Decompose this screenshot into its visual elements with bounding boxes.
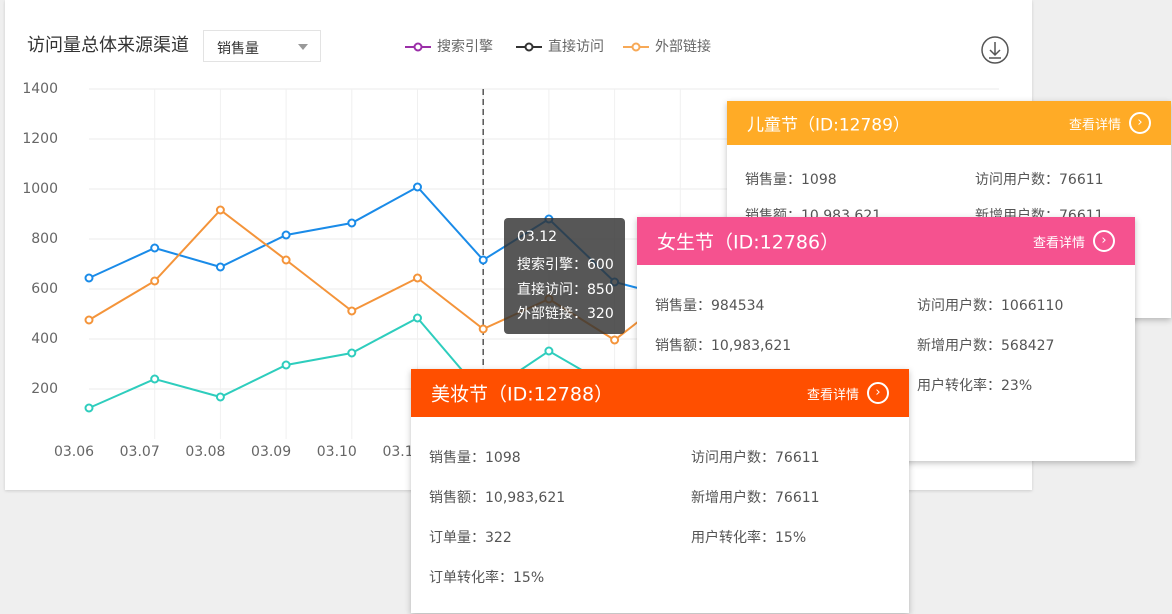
data-point [413, 182, 422, 192]
legend-label: 外部链接 [655, 38, 711, 55]
dropdown-arrow [298, 44, 308, 50]
card-button-icon: › [1093, 230, 1115, 252]
data-point [347, 218, 357, 228]
x-tick-label: 03.09 [251, 444, 291, 460]
data-point [215, 392, 225, 402]
x-tick-label: 03.10 [317, 444, 357, 460]
card-title: 儿童节（ID:12789） [747, 115, 910, 136]
data-point [215, 262, 225, 272]
card-item: 销售额：10,983,621 [655, 338, 792, 354]
card-header: 女生节（ID:12786） 查看详情 › [637, 217, 1135, 265]
y-tick-label: 1200 [22, 131, 58, 147]
data-point [281, 255, 291, 265]
legend-item: 搜索引擎 [405, 38, 493, 55]
chart-title: 访问量总体来源渠道 [27, 35, 189, 56]
data-point [610, 335, 620, 345]
data-point [413, 273, 422, 283]
legend-label: 直接访问 [548, 38, 604, 55]
dropdown[interactable]: 销售量 [203, 30, 321, 62]
data-point [478, 324, 488, 334]
card-item: 销售量：984534 [655, 298, 765, 314]
card-item: 新增用户数：568427 [917, 338, 1055, 354]
tooltip-date: 03.12 [517, 229, 558, 245]
y-tick-label: 800 [31, 231, 58, 247]
card-header: 美妆节（ID:12788） 查看详情 › [411, 369, 909, 417]
data-point [544, 346, 554, 356]
card-button-icon: › [867, 382, 889, 404]
data-point [84, 315, 94, 325]
data-point [150, 374, 160, 384]
card-button-icon: › [1129, 112, 1151, 134]
legend-label: 搜索引擎 [437, 38, 493, 55]
card-item: 访问用户数：76611 [691, 450, 820, 466]
card-item: 销售额：10,983,621 [429, 490, 566, 506]
data-point [215, 205, 225, 215]
data-point [478, 255, 488, 265]
card-button-label[interactable]: 查看详情 [1068, 117, 1121, 133]
data-point [281, 230, 291, 240]
card-button[interactable]: 查看详情 › [1069, 112, 1151, 134]
card-item: 销售量：1098 [429, 450, 521, 466]
y-tick-label: 600 [31, 281, 58, 297]
tooltip-line: 外部链接：320 [517, 306, 614, 322]
card-item: 订单转化率：15% [429, 570, 545, 586]
card-header: 儿童节（ID:12789） 查看详情 › [727, 101, 1171, 145]
card-item: 销售量：1098 [745, 172, 837, 188]
card-item: 订单量：322 [429, 530, 512, 546]
legend-item: 直接访问 [516, 38, 604, 55]
legend-marker-dot [631, 42, 641, 52]
y-tick-label: 1000 [22, 181, 58, 197]
y-tick-label: 200 [31, 381, 58, 397]
y-tick-label: 400 [31, 331, 58, 347]
card-item: 访问用户数：76611 [975, 172, 1104, 188]
dropdown-label: 销售量 [217, 41, 259, 57]
card-item: 新增用户数：76611 [691, 490, 820, 506]
card-button[interactable]: 查看详情 › [1033, 230, 1115, 252]
card-title: 美妆节（ID:12788） [431, 383, 614, 406]
card-title: 女生节（ID:12786） [657, 231, 840, 254]
card-button-label[interactable]: 查看详情 [806, 387, 859, 403]
tooltip-line: 搜索引擎：600 [517, 257, 614, 273]
x-tick-label: 03.08 [185, 444, 225, 460]
card-item: 用户转化率：23% [917, 378, 1033, 394]
y-tick-label: 1400 [22, 81, 58, 97]
card-item: 用户转化率：15% [691, 530, 807, 546]
data-point [281, 360, 291, 370]
data-point [347, 348, 357, 358]
card-button-label[interactable]: 查看详情 [1032, 235, 1085, 251]
data-point [347, 306, 357, 316]
x-tick-label: 03.07 [120, 444, 160, 460]
legend-marker-dot [524, 42, 534, 52]
data-point [413, 313, 422, 323]
data-point [84, 403, 94, 413]
card: 美妆节（ID:12788） 查看详情 › 销售量：1098 访问用户数：76611 销售额… [411, 369, 909, 613]
card: 女生节（ID:12786） 查看详情 › 销售量：984534 访问用户数：106611… [637, 217, 1135, 461]
download-icon[interactable] [981, 36, 1009, 64]
tooltip-line: 直接访问：850 [517, 281, 614, 298]
x-tick-label: 03.06 [54, 444, 94, 460]
data-point [150, 276, 160, 286]
card-item: 访问用户数：1066110 [917, 298, 1064, 314]
card-button[interactable]: 查看详情 › [807, 382, 889, 404]
data-point [150, 243, 160, 253]
legend-marker-dot [413, 42, 423, 52]
legend-item: 外部链接 [623, 38, 711, 55]
data-point [84, 273, 94, 283]
tooltip: 03.12 搜索引擎：600 直接访问：850 外部链接：320 [504, 218, 625, 334]
